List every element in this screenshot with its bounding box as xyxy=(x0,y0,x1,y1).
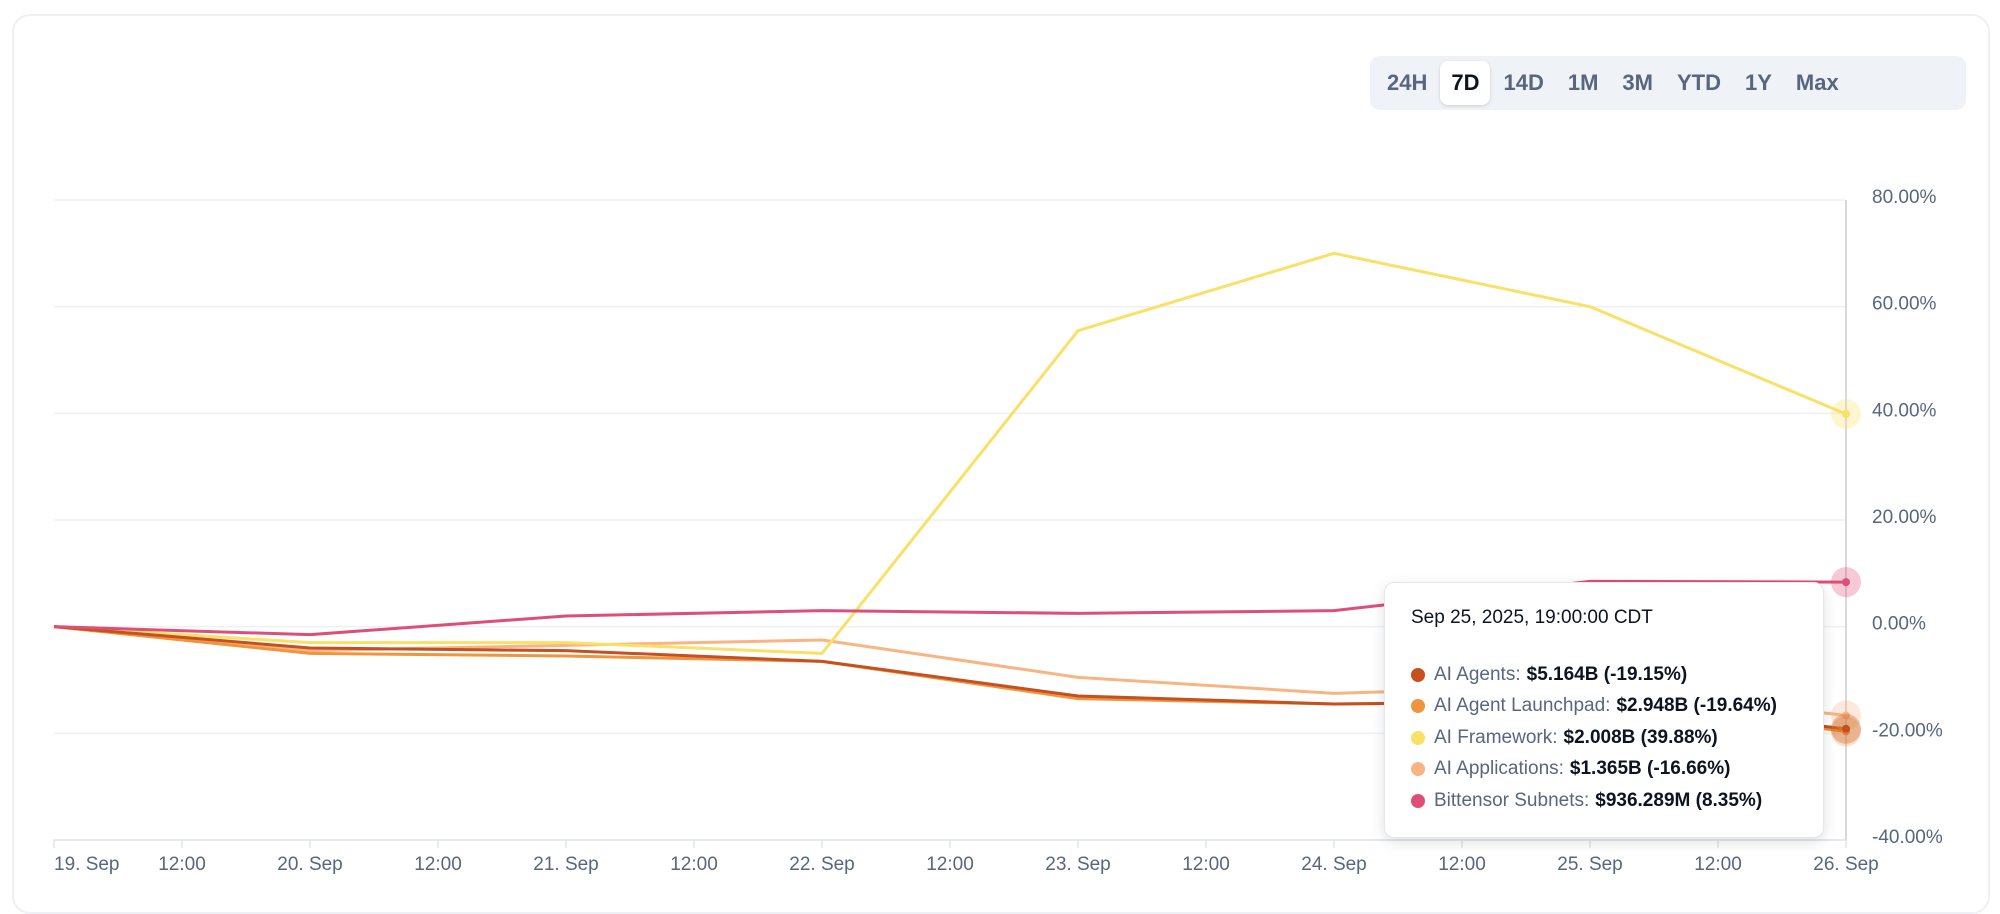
x-tick-label: 24. Sep xyxy=(1301,854,1367,875)
x-tick-label: 26. Sep xyxy=(1813,854,1879,875)
tooltip-series-value: $2.008B (39.88%) xyxy=(1563,726,1718,748)
time-range-selector: 24H 7D 14D 1M 3M YTD 1Y Max xyxy=(1370,56,1966,110)
tooltip-series-name: AI Applications: xyxy=(1434,758,1564,780)
tooltip-series-value: $936.289M (8.35%) xyxy=(1595,789,1763,811)
chart-tooltip: Sep 25, 2025, 19:00:00 CDT AI Agents: $5.… xyxy=(1384,582,1824,838)
x-tick-label: 22. Sep xyxy=(789,854,855,875)
x-tick-label: 20. Sep xyxy=(277,854,343,875)
x-tick-label: 25. Sep xyxy=(1557,854,1623,875)
x-tick-label: 21. Sep xyxy=(533,854,599,875)
x-tick-label: 12:00 xyxy=(414,854,462,875)
tooltip-series-name: AI Agent Launchpad: xyxy=(1434,695,1611,717)
series-dot-icon xyxy=(1411,793,1425,808)
tooltip-series-name: Bittensor Subnets: xyxy=(1434,789,1590,811)
y-tick-label: 40.00% xyxy=(1872,400,1937,421)
tooltip-series-name: AI Agents: xyxy=(1434,663,1521,685)
series-dot-icon xyxy=(1411,762,1425,777)
range-button-3m[interactable]: 3M xyxy=(1622,70,1653,95)
series-dot-icon xyxy=(1411,699,1425,714)
series-dot-icon xyxy=(1411,667,1425,682)
range-button-7d[interactable]: 7D xyxy=(1440,61,1491,105)
range-button-1y[interactable]: 1Y xyxy=(1744,70,1772,95)
y-tick-label: 0.00% xyxy=(1872,614,1926,635)
range-button-1m[interactable]: 1M xyxy=(1567,70,1599,95)
series-end-point xyxy=(1842,711,1850,720)
y-axis-ticks: 80.00% 60.00% 40.00% 20.00% 0.00% -20.00% -40.… xyxy=(1872,187,1943,848)
x-tick-label: 12:00 xyxy=(1182,854,1230,875)
x-tick-label: 12:00 xyxy=(158,854,206,875)
x-tick-label: 12:00 xyxy=(1438,854,1486,875)
x-tick-label: 12:00 xyxy=(670,854,718,875)
range-button-14d[interactable]: 14D xyxy=(1503,70,1544,95)
tooltip-series-name: AI Framework: xyxy=(1434,726,1558,748)
x-axis-ticks: 19. Sep 12:00 20. Sep 12:00 21. Sep 12:00 22. … xyxy=(53,840,1879,875)
y-tick-label: 20.00% xyxy=(1872,507,1937,528)
tooltip-series-value: $2.948B (-19.64%) xyxy=(1616,695,1777,717)
tooltip-row: AI Agent Launchpad: $2.948B (-19.64%) xyxy=(1411,691,1823,723)
chart-end-markers xyxy=(1831,398,1861,747)
y-tick-label: -40.00% xyxy=(1872,827,1943,848)
range-button-ytd[interactable]: YTD xyxy=(1676,70,1721,95)
range-button-24h[interactable]: 24H xyxy=(1387,70,1428,95)
y-tick-label: 60.00% xyxy=(1872,294,1937,315)
x-tick-label: 23. Sep xyxy=(1045,854,1111,875)
series-end-point xyxy=(1842,724,1850,733)
tooltip-row: AI Agents: $5.164B (-19.15%) xyxy=(1411,659,1823,691)
series-line-ai-framework xyxy=(53,251,1847,655)
tooltip-row: AI Applications: $1.365B (-16.66%) xyxy=(1411,754,1823,786)
series-dot-icon xyxy=(1411,730,1425,745)
y-tick-label: 80.00% xyxy=(1872,187,1937,208)
range-button-max[interactable]: Max xyxy=(1795,70,1839,95)
y-tick-label: -20.00% xyxy=(1872,720,1943,741)
tooltip-row: AI Framework: $2.008B (39.88%) xyxy=(1411,722,1823,754)
series-end-point xyxy=(1842,578,1850,587)
x-tick-label: 19. Sep xyxy=(54,854,120,875)
tooltip-series-value: $1.365B (-16.66%) xyxy=(1569,758,1731,780)
x-tick-label: 12:00 xyxy=(1694,854,1742,875)
tooltip-row: Bittensor Subnets: $936.289M (8.35%) xyxy=(1411,785,1823,817)
tooltip-series-value: $5.164B (-19.15%) xyxy=(1526,663,1688,685)
tooltip-date: Sep 25, 2025, 19:00:00 CDT xyxy=(1411,607,1653,628)
tooltip-rows: AI Agents: $5.164B (-19.15%) AI Agent Laun… xyxy=(1411,659,1823,817)
series-end-point xyxy=(1842,409,1850,418)
x-tick-label: 12:00 xyxy=(926,854,974,875)
